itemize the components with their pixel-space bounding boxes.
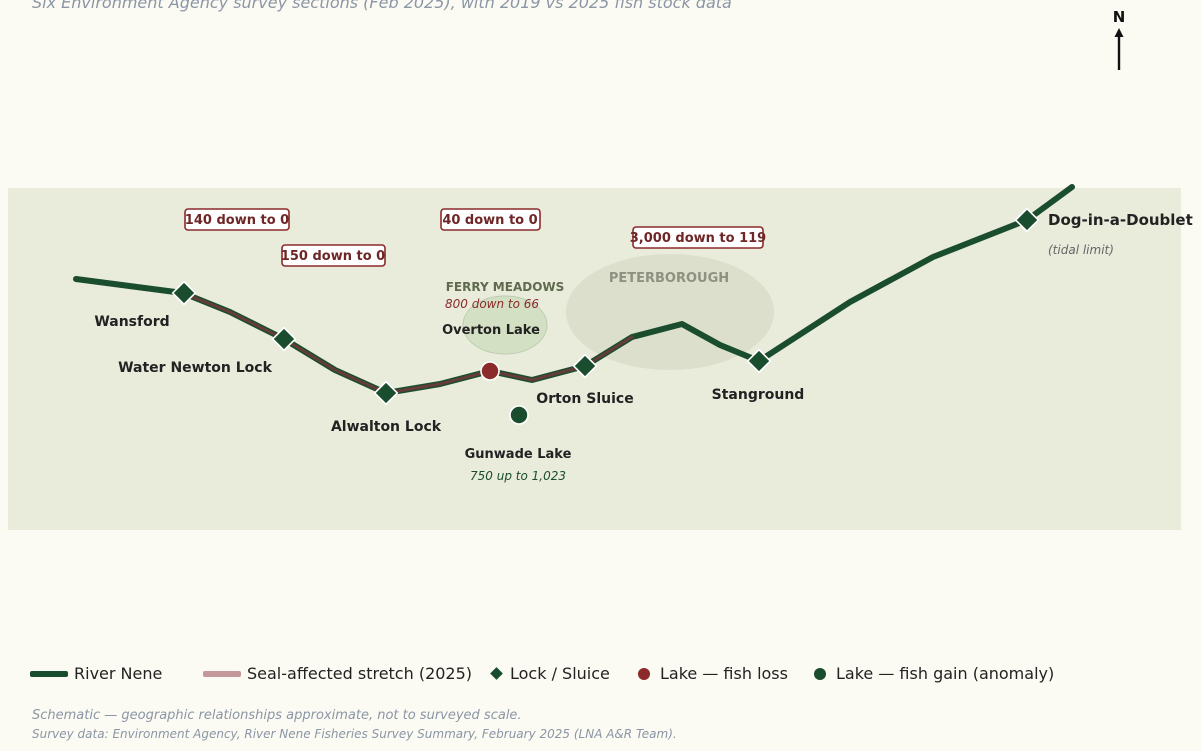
- stock-callout-s3-text: 40 down to 0: [442, 213, 537, 228]
- lock-marker-stanground: [746, 348, 772, 374]
- legend-item-lock: Lock / Sluice: [490, 664, 610, 683]
- peterborough-area: [566, 254, 774, 370]
- lock-marker-dog-in-a-doublet: [1014, 207, 1040, 233]
- legend-gain-label: Lake — fish gain (anomaly): [836, 664, 1055, 683]
- gunwade-lake-stock: 750 up to 1,023: [470, 469, 566, 483]
- lake-gain-marker-gunwade: [509, 405, 529, 425]
- legend-loss-label: Lake — fish loss: [660, 664, 788, 683]
- stock-callout-s1: 140 down to 0: [184, 208, 290, 231]
- legend-river-swatch: [30, 670, 68, 677]
- map-legend: River Nene Seal-affected stretch (2025) …: [30, 664, 1180, 690]
- tidal-limit-note: (tidal limit): [1048, 243, 1114, 257]
- legend-item-river: River Nene: [30, 664, 162, 683]
- legend-gain-dot-icon: [814, 667, 826, 680]
- lock-marker-water-newton: [271, 326, 297, 352]
- ferry-meadows-label: FERRY MEADOWS: [446, 280, 565, 294]
- legend-item-seal: Seal-affected stretch (2025): [203, 664, 472, 683]
- stock-callout-s2: 150 down to 0: [281, 244, 386, 267]
- wansford-label: Wansford: [94, 314, 169, 330]
- lock-marker-orton: [572, 353, 598, 379]
- legend-seal-swatch: [203, 670, 241, 677]
- lock-marker-wansford: [171, 280, 197, 306]
- overton-lake-label: Overton Lake: [442, 323, 540, 338]
- gunwade-lake-label: Gunwade Lake: [465, 447, 572, 462]
- footnote-source: Survey data: Environment Agency, River N…: [32, 727, 677, 741]
- legend-river-label: River Nene: [74, 664, 163, 683]
- legend-lock-diamond-icon: [490, 667, 503, 680]
- north-label: N: [1112, 8, 1126, 26]
- footnote-schematic: Schematic — geographic relationships app…: [32, 708, 522, 723]
- water-newton-lock-label: Water Newton Lock: [118, 360, 272, 376]
- legend-item-loss: Lake — fish loss: [638, 664, 788, 683]
- north-arrow: N: [1108, 8, 1130, 70]
- stanground-label: Stanground: [712, 387, 805, 403]
- lock-marker-alwalton: [373, 380, 399, 406]
- alwalton-lock-label: Alwalton Lock: [331, 419, 442, 435]
- legend-item-gain: Lake — fish gain (anomaly): [814, 664, 1054, 683]
- legend-seal-label: Seal-affected stretch (2025): [247, 664, 473, 683]
- ferry-meadows-stock: 800 down to 66: [445, 297, 539, 311]
- north-arrow-icon: [1114, 28, 1124, 70]
- peterborough-label: PETERBOROUGH: [609, 271, 729, 286]
- map-subtitle: Six Environment Agency survey sections (…: [32, 0, 732, 12]
- orton-sluice-label: Orton Sluice: [536, 391, 633, 407]
- stock-callout-s4-text: 3,000 down to 119: [630, 231, 766, 246]
- legend-lock-label: Lock / Sluice: [510, 664, 610, 683]
- stock-callout-s1-text: 140 down to 0: [185, 213, 289, 228]
- stock-callout-s2-text: 150 down to 0: [281, 249, 385, 264]
- stock-callout-s3: 40 down to 0: [440, 208, 541, 231]
- ferry-meadows-area: [462, 295, 548, 355]
- lake-loss-marker-overton: [480, 361, 500, 381]
- dog-in-a-doublet-label: Dog-in-a-Doublet: [1048, 211, 1193, 229]
- seal-affected-stretch: [181, 291, 634, 395]
- legend-loss-dot-icon: [638, 667, 650, 680]
- stock-callout-s4: 3,000 down to 119: [630, 226, 766, 249]
